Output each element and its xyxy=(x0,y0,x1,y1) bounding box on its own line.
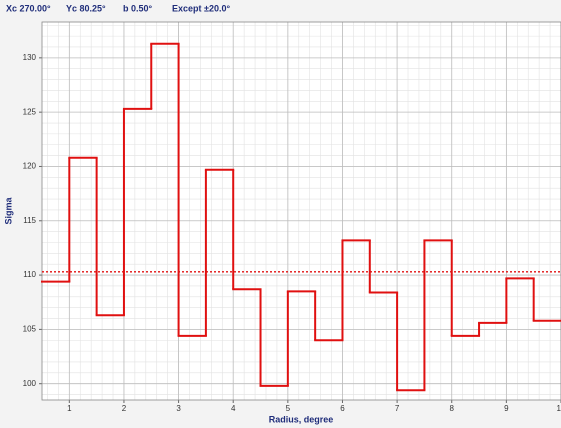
x-axis-label: Radius, degree xyxy=(269,414,334,424)
parameter: Except ±20.0° xyxy=(172,3,230,13)
parameter: Yc 80.25° xyxy=(66,3,106,13)
y-tick-label: 125 xyxy=(23,107,37,116)
y-tick-label: 110 xyxy=(23,270,36,279)
y-tick-label: 120 xyxy=(23,162,37,171)
parameter: b 0.50° xyxy=(123,3,153,13)
y-axis-label: Sigma xyxy=(3,197,13,225)
y-tick-label: 130 xyxy=(23,53,37,62)
plot-frame xyxy=(41,21,561,401)
x-tick-label: 6 xyxy=(340,404,345,413)
x-tick-label: 4 xyxy=(231,404,236,413)
parameter: Xc 270.00° xyxy=(6,3,51,13)
x-tick-label: 10 xyxy=(557,404,561,413)
x-tick-label: 2 xyxy=(122,404,127,413)
y-tick-label: 105 xyxy=(23,325,37,334)
y-tick-label: 100 xyxy=(23,379,37,388)
x-tick-label: 8 xyxy=(450,404,455,413)
x-tick-label: 3 xyxy=(176,404,181,413)
x-tick-label: 7 xyxy=(395,404,400,413)
plot-area xyxy=(42,22,561,400)
x-tick-label: 5 xyxy=(286,404,291,413)
x-tick-label: 9 xyxy=(504,404,509,413)
x-tick-label: 1 xyxy=(67,404,72,413)
y-tick-label: 115 xyxy=(23,216,36,225)
